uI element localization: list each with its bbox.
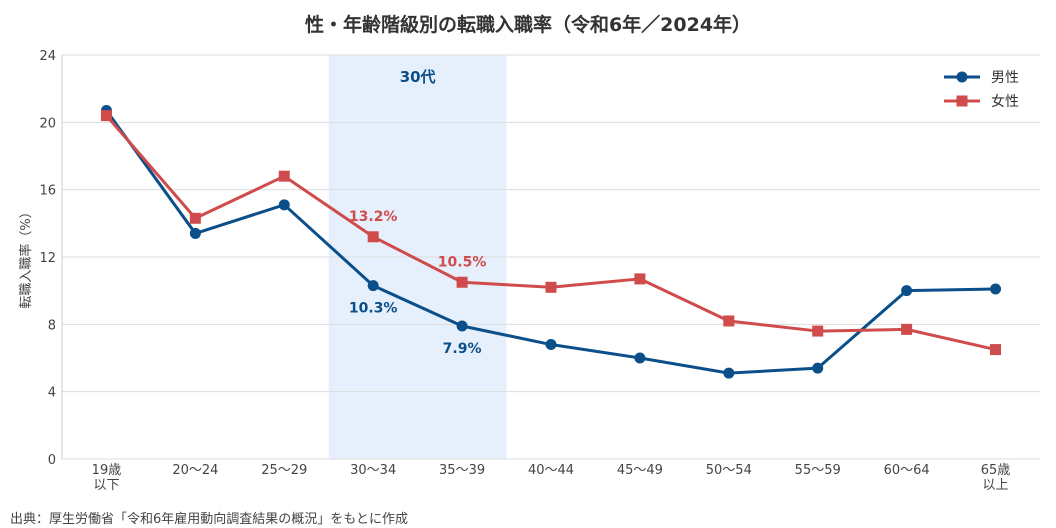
x-tick-label: 45〜49 bbox=[617, 463, 663, 478]
data-point bbox=[278, 170, 290, 182]
data-point bbox=[100, 110, 112, 122]
x-tick-label: 40〜44 bbox=[528, 463, 574, 478]
x-tick-label: 19歳 bbox=[92, 463, 122, 478]
x-tick-label: 30〜34 bbox=[350, 463, 396, 478]
x-tick-label: 35〜39 bbox=[439, 463, 485, 478]
data-point bbox=[723, 315, 735, 327]
data-point bbox=[901, 323, 913, 335]
data-label: 13.2% bbox=[349, 209, 398, 225]
series-line-1 bbox=[105, 114, 996, 352]
chart-title: 性・年齢階級別の転職入職率（令和6年／2024年） bbox=[304, 14, 752, 36]
x-tick-label: 25〜29 bbox=[261, 463, 307, 478]
x-tick-label: 以下 bbox=[93, 478, 119, 493]
data-label: 10.5% bbox=[438, 254, 487, 270]
data-point bbox=[189, 227, 201, 239]
data-point bbox=[545, 339, 557, 351]
source-note: 出典：厚生労働省「令和6年雇用動向調査結果の概況」をもとに作成 bbox=[10, 512, 409, 527]
data-point bbox=[901, 285, 913, 297]
y-tick-label: 8 bbox=[48, 318, 56, 333]
x-tick-label: 50〜54 bbox=[706, 463, 752, 478]
data-point bbox=[367, 280, 379, 292]
data-point bbox=[812, 325, 824, 337]
data-point bbox=[545, 281, 557, 293]
y-tick-label: 0 bbox=[48, 453, 56, 468]
data-point bbox=[812, 362, 824, 374]
data-point bbox=[278, 199, 290, 211]
series-line-0 bbox=[105, 109, 996, 375]
data-point bbox=[990, 283, 1002, 295]
y-tick-label: 24 bbox=[39, 49, 56, 64]
legend-label: 女性 bbox=[991, 93, 1019, 110]
x-tick-label: 65歳 bbox=[981, 463, 1011, 478]
data-point bbox=[367, 231, 379, 243]
data-point bbox=[634, 273, 646, 285]
y-tick-label: 16 bbox=[39, 184, 56, 199]
x-tick-label: 20〜24 bbox=[172, 463, 218, 478]
x-tick-label: 以上 bbox=[983, 478, 1009, 493]
data-point bbox=[456, 276, 468, 288]
data-label: 10.3% bbox=[349, 301, 398, 317]
x-tick-label: 60〜64 bbox=[884, 463, 930, 478]
x-tick-label: 55〜59 bbox=[795, 463, 841, 478]
legend-marker bbox=[956, 95, 968, 107]
y-tick-label: 12 bbox=[39, 251, 56, 266]
y-tick-label: 4 bbox=[48, 386, 56, 401]
legend-marker bbox=[956, 71, 968, 83]
data-point bbox=[723, 367, 735, 379]
data-point bbox=[990, 344, 1002, 356]
highlight-label: 30代 bbox=[400, 68, 436, 86]
data-point bbox=[456, 320, 468, 332]
y-axis-label: 転職入職率（%） bbox=[18, 205, 34, 308]
data-point bbox=[634, 352, 646, 364]
data-point bbox=[189, 212, 201, 224]
data-label: 7.9% bbox=[443, 341, 482, 357]
y-tick-label: 20 bbox=[39, 116, 56, 131]
legend-label: 男性 bbox=[991, 70, 1019, 86]
